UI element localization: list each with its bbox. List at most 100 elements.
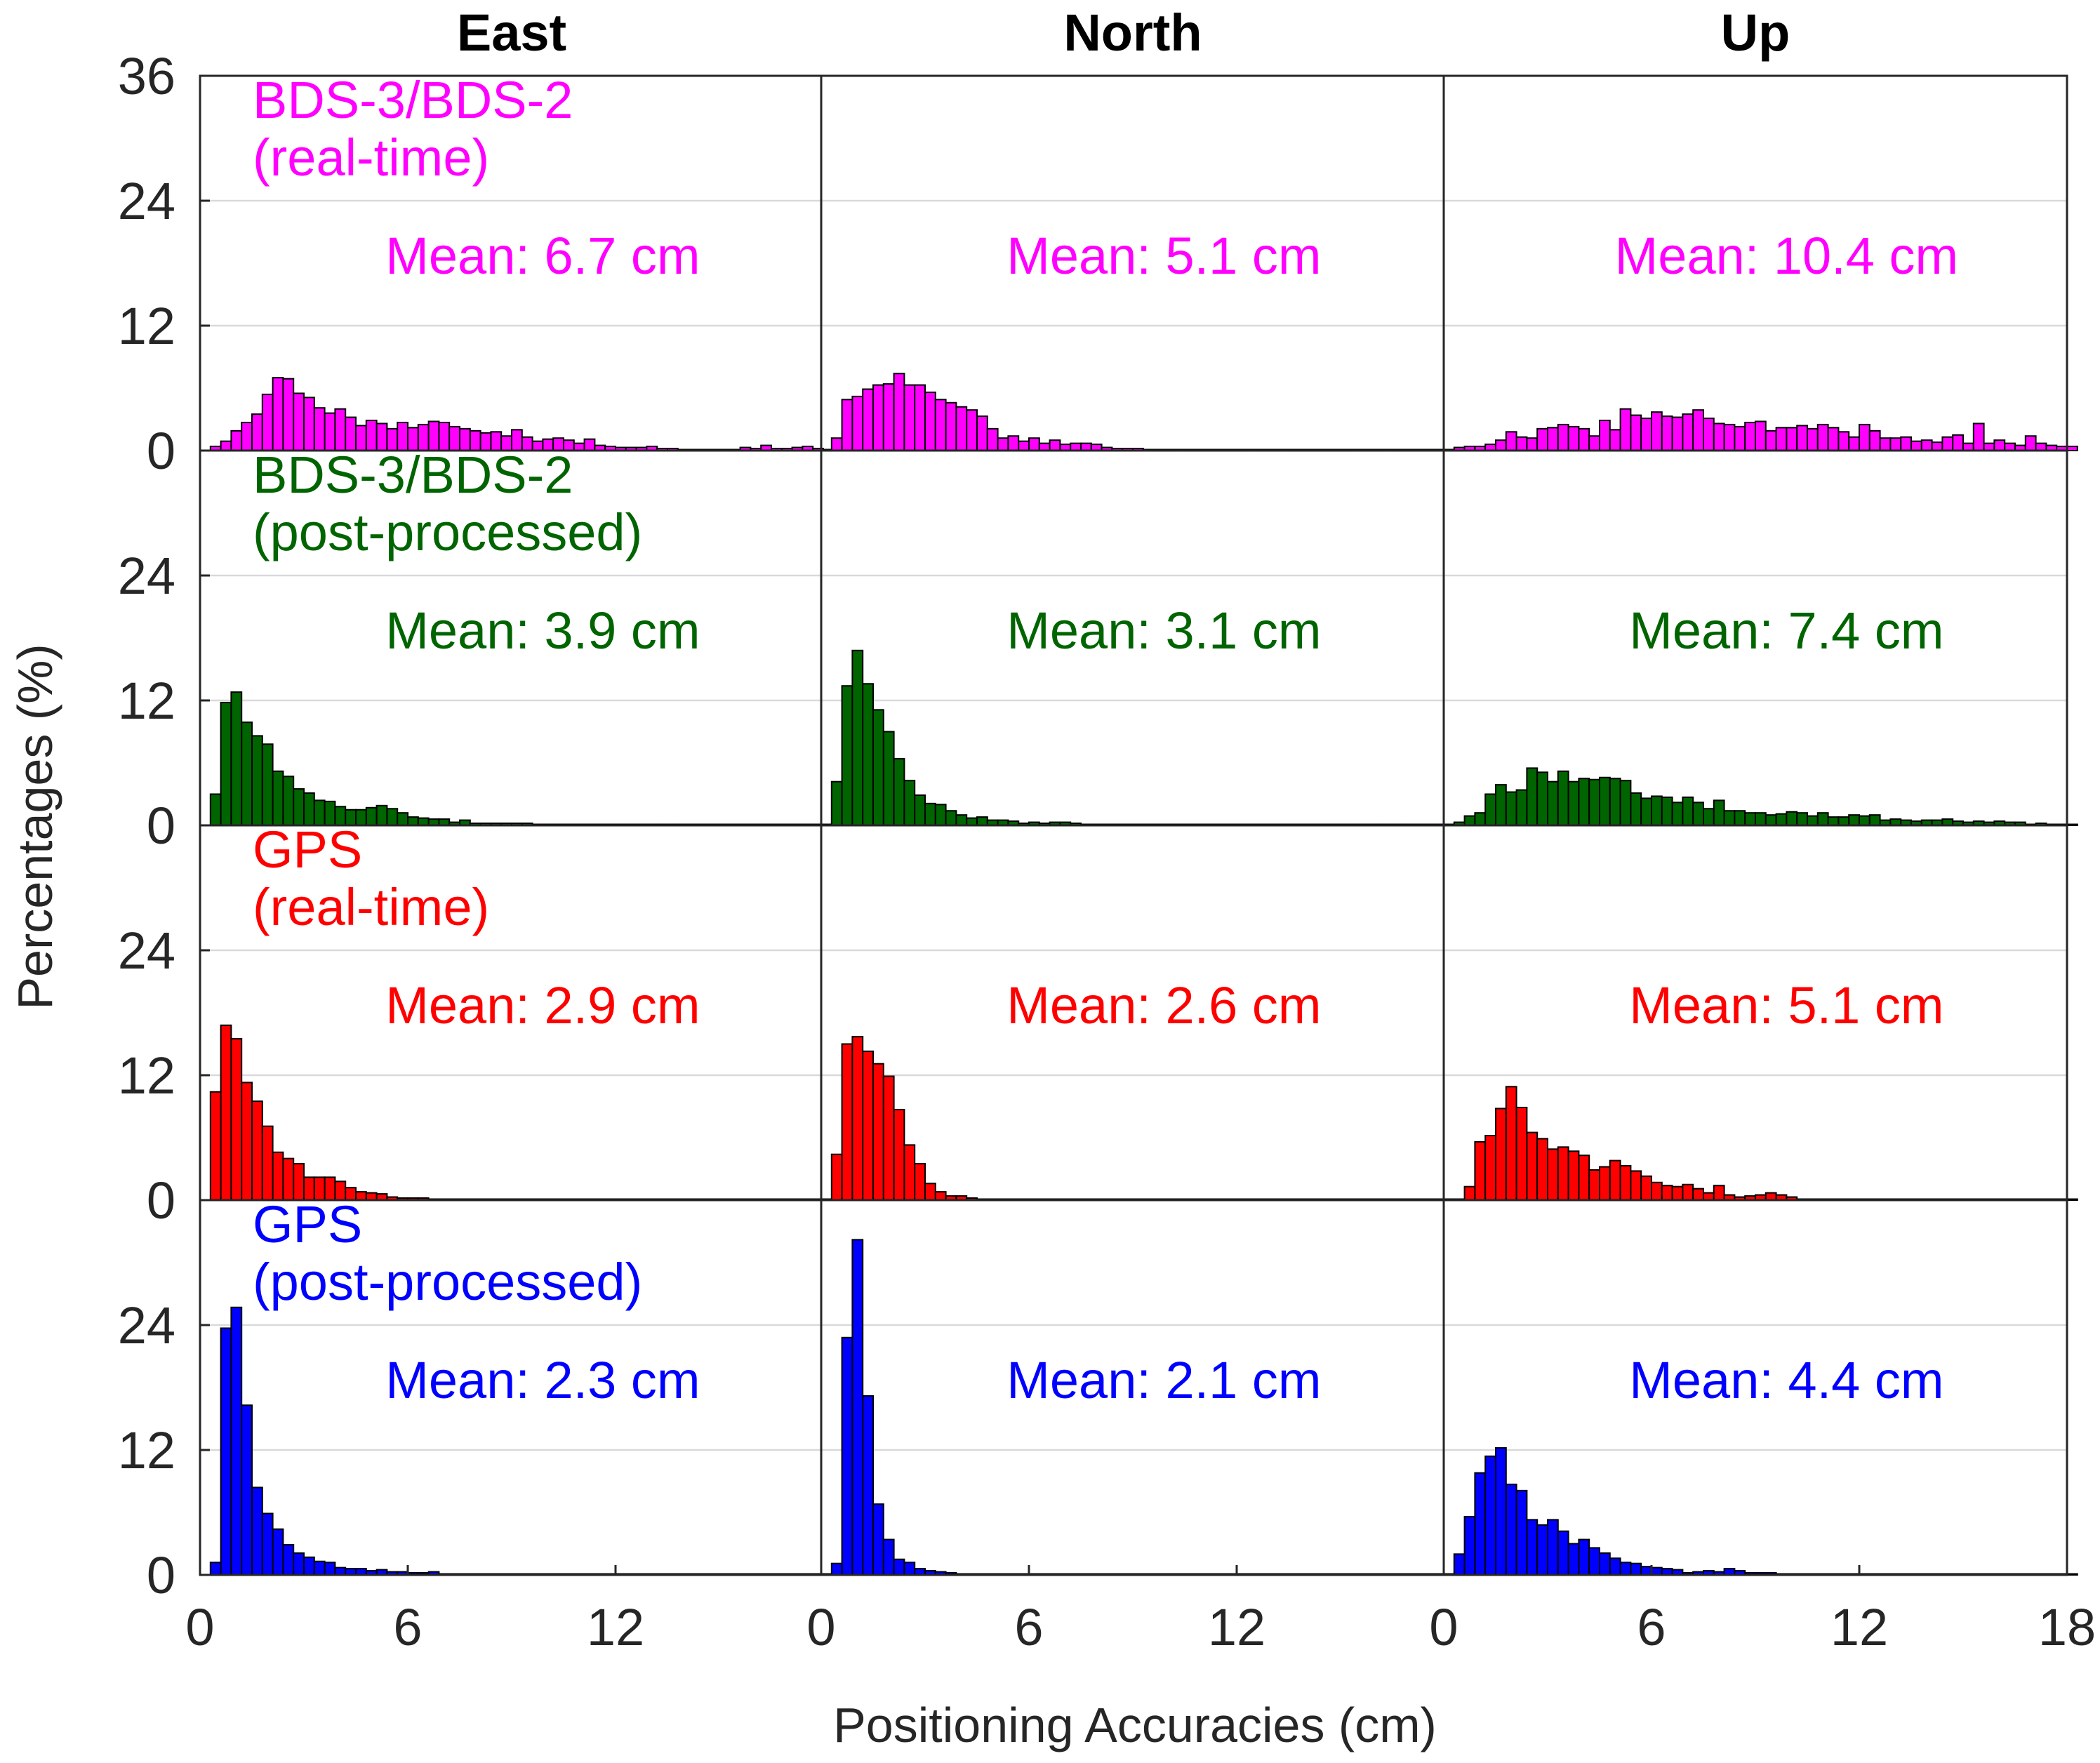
histogram-bar — [1879, 437, 1892, 452]
histogram-bar — [334, 1566, 347, 1576]
mean-label: Mean: 5.1 cm — [1629, 976, 1943, 1034]
histogram-bar — [893, 1108, 905, 1201]
histogram-bar — [1536, 427, 1548, 451]
histogram-bar — [955, 814, 968, 826]
y-tick-label: 24 — [118, 922, 175, 980]
histogram-bar — [220, 701, 232, 827]
histogram-bar — [376, 804, 388, 826]
y-tick-label: 12 — [118, 297, 175, 355]
mean-label: Mean: 10.4 cm — [1615, 227, 1958, 285]
histogram-bar — [934, 804, 947, 827]
histogram-bar — [1692, 801, 1704, 827]
histogram-bar — [1474, 1140, 1487, 1202]
histogram-bar — [1599, 1166, 1611, 1201]
x-tick-label: 0 — [806, 1598, 835, 1656]
histogram-bar — [1868, 430, 1881, 451]
histogram-bar — [841, 399, 853, 451]
histogram-bar — [914, 794, 926, 826]
histogram-bar — [1692, 409, 1704, 452]
histogram-bar — [1630, 1170, 1642, 1202]
histogram-bar — [1619, 408, 1632, 452]
histogram-bar — [1505, 791, 1517, 826]
histogram-bar — [872, 709, 884, 826]
histogram-bar — [1640, 1566, 1652, 1576]
histogram-bar — [1972, 423, 1985, 452]
mean-label: Mean: 2.6 cm — [1006, 976, 1321, 1034]
histogram-bar — [882, 731, 895, 826]
histogram-bar — [1993, 439, 2006, 452]
histogram-bar — [293, 392, 305, 452]
x-tick-label: 12 — [1208, 1598, 1265, 1656]
histogram-bar — [872, 384, 884, 451]
histogram-bar — [230, 430, 243, 451]
histogram-bar — [209, 1091, 222, 1201]
histogram-bar — [924, 802, 936, 826]
histogram-bar — [2004, 442, 2016, 451]
histogram-bar — [1983, 442, 1995, 451]
histogram-bar — [1463, 1515, 1476, 1576]
mean-label: Mean: 3.1 cm — [1006, 601, 1321, 660]
histogram-bar — [1640, 1175, 1652, 1201]
histogram-bar — [1547, 1519, 1559, 1576]
histogram-bar — [851, 1036, 864, 1202]
histogram-bar — [1713, 1185, 1725, 1201]
histogram-bar — [386, 808, 399, 827]
histogram-bar — [903, 1144, 916, 1201]
histogram-bar — [1599, 419, 1611, 452]
histogram-bar — [1734, 810, 1746, 826]
histogram-bar — [303, 1556, 315, 1576]
histogram-bar — [976, 816, 988, 826]
histogram-bar — [1713, 423, 1725, 452]
mean-label: Mean: 6.7 cm — [385, 227, 700, 285]
histogram-bar — [1557, 423, 1569, 452]
histogram-bar — [573, 442, 585, 451]
histogram-bar — [1515, 1106, 1528, 1201]
histogram-bar — [272, 377, 284, 452]
histogram-bar — [1859, 815, 1870, 827]
mean-label: Mean: 2.1 cm — [1006, 1351, 1321, 1409]
histogram-bar — [903, 780, 916, 827]
mean-label: Mean: 7.4 cm — [1629, 601, 1943, 660]
histogram-bar — [1952, 434, 1964, 451]
histogram-bar — [1463, 1185, 1476, 1202]
histogram-bar — [1536, 1524, 1548, 1576]
histogram-bar — [1816, 812, 1829, 826]
histogram-bar — [1755, 420, 1767, 452]
histogram-bar — [872, 1063, 884, 1202]
histogram-bar — [914, 384, 926, 451]
histogram-bar — [1609, 1159, 1621, 1201]
histogram-bar — [851, 395, 864, 451]
histogram-bar — [1526, 1131, 1539, 1202]
y-tick-label: 0 — [147, 1171, 175, 1230]
histogram-bar — [1578, 427, 1590, 451]
histogram-bar — [1588, 778, 1600, 826]
histogram-bar — [220, 440, 232, 452]
histogram-bar — [1651, 411, 1663, 451]
histogram-bar — [1609, 778, 1621, 826]
histogram-bar — [997, 437, 1009, 452]
histogram-bar — [903, 1562, 916, 1576]
histogram-bar — [882, 1075, 895, 1201]
histogram-bar — [2066, 1573, 2078, 1576]
histogram-bar — [1578, 1538, 1590, 1576]
histogram-bar — [1599, 776, 1611, 827]
histogram-bar — [1049, 439, 1061, 452]
y-tick-label: 0 — [147, 1546, 175, 1604]
histogram-bar — [1786, 811, 1798, 827]
histogram-bar — [1619, 1165, 1632, 1202]
histogram-bar — [862, 388, 874, 452]
mean-label: Mean: 5.1 cm — [1006, 227, 1321, 285]
histogram-bar — [1661, 415, 1673, 451]
histogram-bar — [1588, 435, 1600, 452]
histogram-bar — [1723, 423, 1736, 452]
histogram-bar — [251, 735, 263, 827]
histogram-bar — [1744, 421, 1756, 452]
histogram-bar — [1547, 780, 1559, 826]
histogram-bar — [872, 1503, 884, 1576]
histogram-bar — [1474, 812, 1487, 826]
histogram-bar — [1941, 436, 1954, 452]
histogram-bar — [1007, 435, 1020, 452]
histogram-bar — [934, 399, 947, 451]
histogram-bar — [1692, 1187, 1704, 1202]
histogram-bar — [1567, 1543, 1580, 1576]
